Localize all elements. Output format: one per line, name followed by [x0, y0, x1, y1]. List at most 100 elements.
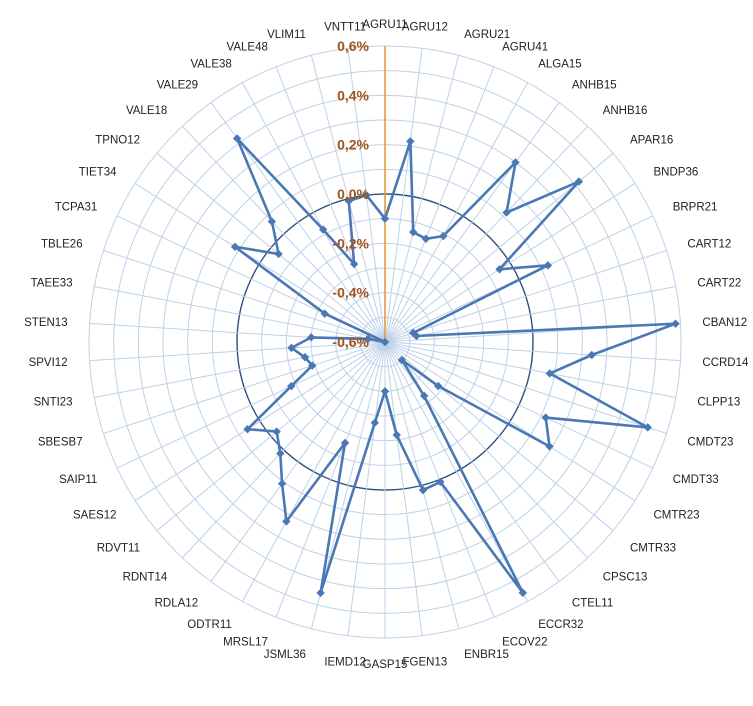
- data-point-brpr21: [543, 261, 553, 270]
- grid-spoke: [275, 341, 386, 618]
- category-label-rdnt14: RDNT14: [123, 572, 168, 584]
- value-tick-label: 0,2%: [337, 137, 369, 153]
- data-point-cmdt33: [541, 413, 550, 422]
- category-label-odtr11: ODTR11: [187, 619, 232, 631]
- category-label-cban12: CBAN12: [702, 317, 747, 329]
- data-point-clpp13: [545, 369, 554, 378]
- data-point-spvi12: [287, 343, 296, 353]
- grid-spoke: [384, 341, 614, 532]
- data-point-vale38: [319, 225, 328, 234]
- data-point-agru11: [380, 214, 390, 223]
- value-tick-label: -0,2%: [332, 235, 369, 251]
- category-label-clpp13: CLPP13: [697, 397, 740, 409]
- value-tick-label: -0,4%: [332, 285, 369, 301]
- grid-spoke: [103, 250, 386, 343]
- data-point-gasp15: [380, 387, 390, 396]
- data-point-enbr15: [418, 485, 428, 495]
- grid-spoke: [182, 125, 386, 343]
- category-label-sten13: STEN13: [24, 317, 67, 329]
- category-label-saes12: SAES12: [73, 510, 116, 522]
- category-label-vale29: VALE29: [157, 80, 198, 92]
- grid-spoke: [241, 82, 386, 343]
- data-point-odtr11: [282, 517, 291, 526]
- data-point-vale29: [232, 134, 242, 143]
- data-point-cban12: [671, 319, 680, 328]
- category-label-tble26: TBLE26: [41, 239, 83, 251]
- data-point-sten13: [306, 333, 316, 342]
- grid-spoke: [384, 341, 588, 559]
- grid-spoke: [116, 341, 386, 469]
- data-point-fgen13: [392, 430, 401, 440]
- data-point-cmdt23: [643, 423, 652, 432]
- grid-spoke: [275, 66, 386, 343]
- data-point-agru21: [409, 227, 418, 237]
- category-label-taee33: TAEE33: [31, 277, 73, 289]
- grid-spoke: [89, 341, 386, 362]
- category-label-vale48: VALE48: [227, 41, 268, 53]
- category-label-fgen13: FGEN13: [403, 657, 448, 669]
- grid-spoke: [384, 341, 667, 434]
- category-label-vlim11: VLIM11: [267, 29, 306, 41]
- data-point-mrsl17: [340, 438, 350, 448]
- data-point-iemd12: [370, 418, 379, 427]
- grid-spoke: [384, 182, 636, 343]
- category-label-agru21: AGRU21: [464, 29, 510, 41]
- data-point-cart22: [412, 331, 421, 341]
- category-label-ccrd14: CCRD14: [702, 357, 749, 369]
- grid-spoke: [134, 182, 386, 343]
- category-label-agru12: AGRU12: [402, 22, 448, 34]
- grid-spoke: [384, 341, 636, 502]
- value-tick-labels: 0,6% 0,4% 0,2% 0,0% -0,2% -0,4% -0,6%: [332, 38, 369, 350]
- category-label-cart22: CART22: [697, 277, 741, 289]
- category-label-agru41: AGRU41: [502, 41, 548, 53]
- data-point-rdla12: [277, 479, 287, 488]
- category-label-apar16: APAR16: [630, 134, 673, 146]
- category-label-sbesb7: SBESB7: [38, 437, 83, 449]
- grid-spoke: [94, 341, 386, 398]
- data-point-eccr32: [518, 588, 528, 597]
- value-tick-label: 0,6%: [337, 38, 369, 54]
- data-point-tpno12: [274, 249, 283, 259]
- category-label-cart12: CART12: [687, 239, 731, 251]
- grid-spoke: [241, 341, 386, 602]
- data-point-vntt11: [362, 190, 371, 200]
- data-point-ecov22: [436, 477, 445, 487]
- grid-spoke: [103, 341, 386, 434]
- category-label-snti23: SNTI23: [34, 397, 73, 409]
- grid-spoke: [384, 286, 676, 343]
- data-point-vale48: [349, 259, 359, 269]
- data-point-sbesb7: [308, 361, 317, 370]
- grid-spoke: [94, 286, 386, 343]
- category-label-ctel11: CTEL11: [572, 598, 613, 610]
- data-point-ctel11: [419, 391, 429, 401]
- category-label-tiet34: TIET34: [79, 167, 117, 179]
- category-label-cmdt33: CMDT33: [673, 474, 719, 486]
- category-label-jsml36: JSML36: [264, 649, 306, 661]
- category-label-saip11: SAIP11: [59, 474, 97, 486]
- category-label-cmtr23: CMTR23: [654, 510, 700, 522]
- data-point-vale18: [267, 217, 277, 226]
- data-point-rdnt14: [276, 449, 285, 458]
- data-point-jsml36: [316, 588, 325, 598]
- category-label-rdla12: RDLA12: [155, 598, 198, 610]
- grid-spoke: [384, 82, 529, 343]
- data-point-anhb16: [502, 208, 511, 217]
- category-label-eccr32: ECCR32: [538, 619, 583, 631]
- category-label-tpno12: TPNO12: [95, 134, 140, 146]
- grid-spoke: [384, 250, 667, 343]
- grid-spoke: [384, 341, 423, 636]
- grid-spoke: [384, 48, 423, 343]
- value-tick-label: 0,4%: [337, 87, 369, 103]
- grid-spoke: [384, 66, 495, 343]
- data-point-rdvt11: [272, 427, 281, 436]
- category-label-alga15: ALGA15: [538, 58, 581, 70]
- category-label-vale18: VALE18: [126, 105, 167, 117]
- category-label-ecov22: ECOV22: [502, 636, 547, 648]
- data-point-ccrd14: [587, 350, 596, 360]
- data-point-tble26: [380, 337, 390, 347]
- series-0: [230, 134, 680, 598]
- grid-spoke: [210, 341, 386, 582]
- grid-spoke: [384, 341, 654, 469]
